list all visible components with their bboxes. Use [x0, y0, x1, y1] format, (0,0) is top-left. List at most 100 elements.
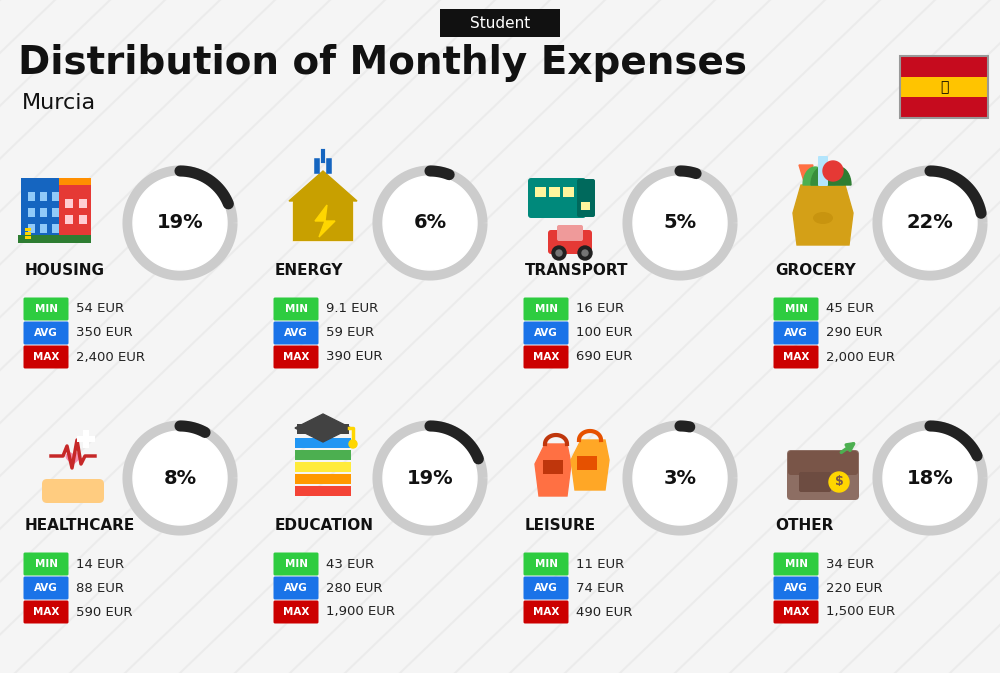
FancyBboxPatch shape: [524, 345, 568, 369]
FancyBboxPatch shape: [52, 192, 59, 201]
FancyBboxPatch shape: [274, 600, 318, 623]
Text: Student: Student: [470, 15, 530, 30]
FancyBboxPatch shape: [900, 98, 988, 118]
FancyBboxPatch shape: [524, 322, 568, 345]
Text: MIN: MIN: [534, 304, 558, 314]
Text: MAX: MAX: [533, 352, 559, 362]
Text: 18%: 18%: [907, 468, 953, 487]
Circle shape: [556, 250, 562, 256]
Text: 74 EUR: 74 EUR: [576, 581, 624, 594]
FancyBboxPatch shape: [25, 228, 31, 231]
FancyBboxPatch shape: [25, 232, 31, 235]
Text: 100 EUR: 100 EUR: [576, 326, 633, 339]
Text: EDUCATION: EDUCATION: [275, 518, 374, 533]
Text: MAX: MAX: [533, 607, 559, 617]
FancyBboxPatch shape: [581, 202, 590, 210]
FancyBboxPatch shape: [524, 600, 568, 623]
Text: 22%: 22%: [907, 213, 953, 232]
FancyBboxPatch shape: [21, 178, 59, 243]
FancyBboxPatch shape: [774, 345, 818, 369]
Text: Distribution of Monthly Expenses: Distribution of Monthly Expenses: [18, 44, 747, 82]
FancyBboxPatch shape: [274, 345, 318, 369]
Text: 8%: 8%: [163, 468, 197, 487]
FancyBboxPatch shape: [557, 225, 583, 241]
FancyBboxPatch shape: [28, 224, 35, 233]
Polygon shape: [799, 165, 813, 185]
Ellipse shape: [813, 212, 833, 224]
Text: AVG: AVG: [284, 328, 308, 338]
Text: MIN: MIN: [34, 559, 58, 569]
Text: 590 EUR: 590 EUR: [76, 606, 132, 618]
Text: 34 EUR: 34 EUR: [826, 557, 874, 571]
FancyBboxPatch shape: [900, 77, 988, 98]
Polygon shape: [819, 167, 843, 185]
FancyBboxPatch shape: [274, 553, 318, 575]
Polygon shape: [289, 171, 357, 201]
FancyBboxPatch shape: [295, 462, 351, 472]
Text: 88 EUR: 88 EUR: [76, 581, 124, 594]
Polygon shape: [803, 167, 827, 185]
Text: AVG: AVG: [34, 583, 58, 593]
Text: HEALTHCARE: HEALTHCARE: [25, 518, 135, 533]
Text: HOUSING: HOUSING: [25, 263, 105, 278]
Text: 5%: 5%: [663, 213, 697, 232]
FancyBboxPatch shape: [79, 199, 87, 208]
Polygon shape: [133, 431, 227, 525]
Circle shape: [829, 472, 849, 492]
Text: 490 EUR: 490 EUR: [576, 606, 632, 618]
FancyBboxPatch shape: [818, 156, 828, 186]
Text: Murcia: Murcia: [22, 93, 96, 113]
Text: MAX: MAX: [283, 352, 309, 362]
Text: AVG: AVG: [784, 328, 808, 338]
FancyBboxPatch shape: [40, 224, 47, 233]
Text: MIN: MIN: [534, 559, 558, 569]
FancyBboxPatch shape: [79, 215, 87, 224]
FancyBboxPatch shape: [524, 553, 568, 575]
Circle shape: [578, 246, 592, 260]
FancyBboxPatch shape: [528, 178, 586, 218]
Text: GROCERY: GROCERY: [775, 263, 856, 278]
Text: AVG: AVG: [784, 583, 808, 593]
FancyBboxPatch shape: [577, 456, 597, 470]
Polygon shape: [883, 431, 977, 525]
Text: 2,000 EUR: 2,000 EUR: [826, 351, 895, 363]
Circle shape: [823, 161, 843, 181]
Text: 2,400 EUR: 2,400 EUR: [76, 351, 145, 363]
FancyBboxPatch shape: [274, 297, 318, 320]
Polygon shape: [827, 167, 851, 185]
Text: MIN: MIN: [285, 304, 308, 314]
FancyBboxPatch shape: [563, 187, 574, 197]
Text: MIN: MIN: [34, 304, 58, 314]
FancyBboxPatch shape: [18, 235, 91, 243]
Text: MAX: MAX: [783, 352, 809, 362]
FancyBboxPatch shape: [295, 438, 351, 448]
FancyBboxPatch shape: [297, 424, 349, 434]
Circle shape: [552, 246, 566, 260]
Text: LEISURE: LEISURE: [525, 518, 596, 533]
FancyBboxPatch shape: [900, 56, 988, 77]
Text: 19%: 19%: [157, 213, 203, 232]
FancyBboxPatch shape: [774, 553, 818, 575]
FancyBboxPatch shape: [24, 297, 68, 320]
Text: 🛡: 🛡: [940, 80, 948, 94]
Text: 350 EUR: 350 EUR: [76, 326, 133, 339]
Text: OTHER: OTHER: [775, 518, 833, 533]
FancyBboxPatch shape: [24, 577, 68, 600]
Polygon shape: [383, 431, 477, 525]
Text: 19%: 19%: [407, 468, 453, 487]
FancyBboxPatch shape: [24, 345, 68, 369]
Polygon shape: [535, 444, 571, 496]
Polygon shape: [793, 185, 853, 245]
Polygon shape: [133, 176, 227, 270]
Text: 220 EUR: 220 EUR: [826, 581, 883, 594]
Text: 16 EUR: 16 EUR: [576, 302, 624, 316]
FancyBboxPatch shape: [65, 199, 73, 208]
Text: TRANSPORT: TRANSPORT: [525, 263, 629, 278]
Circle shape: [582, 250, 588, 256]
FancyBboxPatch shape: [24, 553, 68, 575]
Polygon shape: [295, 414, 351, 442]
Text: AVG: AVG: [34, 328, 58, 338]
Text: 9.1 EUR: 9.1 EUR: [326, 302, 378, 316]
Text: 54 EUR: 54 EUR: [76, 302, 124, 316]
FancyBboxPatch shape: [524, 297, 568, 320]
